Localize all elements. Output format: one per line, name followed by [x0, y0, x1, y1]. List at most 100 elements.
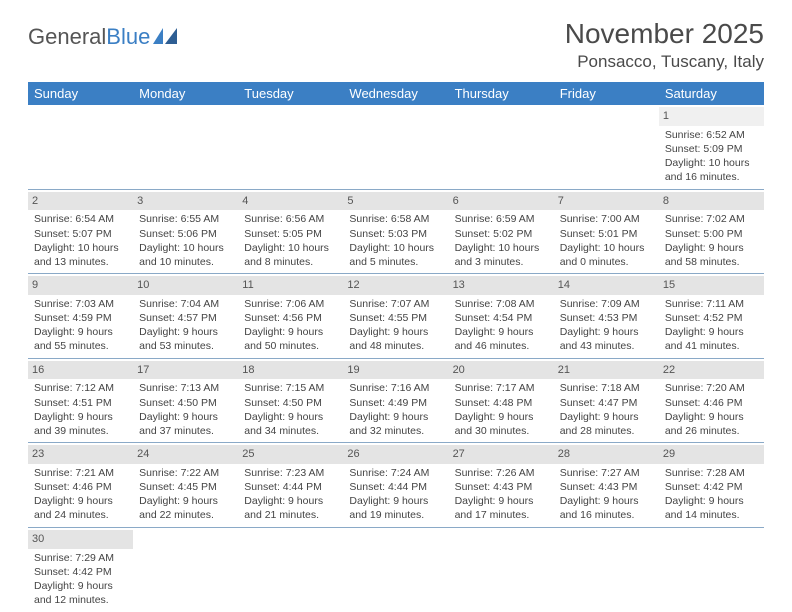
calendar-day: 24 Sunrise: 7:22 AMSunset: 4:45 PMDayligh…	[133, 443, 238, 528]
daylight-text: Daylight: 9 hours and 28 minutes.	[560, 410, 653, 438]
sunrise-text: Sunrise: 6:56 AM	[244, 212, 337, 226]
calendar-day: 29Sunrise: 7:28 AMSunset: 4:42 PMDayligh…	[659, 443, 764, 528]
sunset-text: Sunset: 4:55 PM	[349, 311, 442, 325]
daylight-text: Daylight: 9 hours and 48 minutes.	[349, 325, 442, 353]
daylight-text: Daylight: 9 hours and 12 minutes.	[34, 579, 127, 607]
sunrise-text: Sunrise: 6:54 AM	[34, 212, 127, 226]
sunset-text: Sunset: 4:43 PM	[455, 480, 548, 494]
sunset-text: Sunset: 4:48 PM	[455, 396, 548, 410]
calendar-day: 7Sunrise: 7:00 AMSunset: 5:01 PMDaylight…	[554, 189, 659, 274]
daylight-text: Daylight: 9 hours and 21 minutes.	[244, 494, 337, 522]
sunrise-text: Sunrise: 7:03 AM	[34, 297, 127, 311]
calendar-head: SundayMondayTuesdayWednesdayThursdayFrid…	[28, 82, 764, 105]
sunset-text: Sunset: 5:07 PM	[34, 227, 127, 241]
sunrise-text: Sunrise: 6:52 AM	[665, 128, 758, 142]
day-number: 11	[238, 276, 343, 295]
calendar-day: 1Sunrise: 6:52 AMSunset: 5:09 PMDaylight…	[659, 105, 764, 189]
weekday-header: Sunday	[28, 82, 133, 105]
sunset-text: Sunset: 5:05 PM	[244, 227, 337, 241]
sunset-text: Sunset: 4:44 PM	[244, 480, 337, 494]
calendar-day: 26Sunrise: 7:24 AMSunset: 4:44 PMDayligh…	[343, 443, 448, 528]
day-number: 18	[238, 361, 343, 380]
sunrise-text: Sunrise: 7:12 AM	[34, 381, 127, 395]
logo-text-general: General	[28, 24, 106, 50]
calendar-day: 9 Sunrise: 7:03 AMSunset: 4:59 PMDaylight…	[28, 274, 133, 359]
sunrise-text: Sunrise: 7:24 AM	[349, 466, 442, 480]
calendar-day: 18Sunrise: 7:15 AMSunset: 4:50 PMDayligh…	[238, 358, 343, 443]
calendar-day-empty	[343, 527, 448, 611]
weekday-header: Monday	[133, 82, 238, 105]
calendar-day: 4Sunrise: 6:56 AMSunset: 5:05 PMDaylight…	[238, 189, 343, 274]
sunset-text: Sunset: 4:45 PM	[139, 480, 232, 494]
day-number: 20	[449, 361, 554, 380]
calendar-day: 3Sunrise: 6:55 AMSunset: 5:06 PMDaylight…	[133, 189, 238, 274]
daylight-text: Daylight: 9 hours and 46 minutes.	[455, 325, 548, 353]
weekday-header: Friday	[554, 82, 659, 105]
calendar-day-empty	[554, 105, 659, 189]
calendar-day-empty	[449, 105, 554, 189]
day-number: 25	[238, 445, 343, 464]
day-number: 27	[449, 445, 554, 464]
calendar-day: 5Sunrise: 6:58 AMSunset: 5:03 PMDaylight…	[343, 189, 448, 274]
day-number: 8	[659, 192, 764, 211]
daylight-text: Daylight: 9 hours and 58 minutes.	[665, 241, 758, 269]
day-number: 9	[28, 276, 133, 295]
calendar-body: 1Sunrise: 6:52 AMSunset: 5:09 PMDaylight…	[28, 105, 764, 611]
sunset-text: Sunset: 4:50 PM	[244, 396, 337, 410]
sunrise-text: Sunrise: 7:26 AM	[455, 466, 548, 480]
calendar-day: 30Sunrise: 7:29 AMSunset: 4:42 PMDayligh…	[28, 527, 133, 611]
calendar-day: 27Sunrise: 7:26 AMSunset: 4:43 PMDayligh…	[449, 443, 554, 528]
calendar-day: 10Sunrise: 7:04 AMSunset: 4:57 PMDayligh…	[133, 274, 238, 359]
day-number: 24	[133, 445, 238, 464]
calendar-day: 12Sunrise: 7:07 AMSunset: 4:55 PMDayligh…	[343, 274, 448, 359]
calendar-day: 21Sunrise: 7:18 AMSunset: 4:47 PMDayligh…	[554, 358, 659, 443]
daylight-text: Daylight: 9 hours and 43 minutes.	[560, 325, 653, 353]
sunrise-text: Sunrise: 7:22 AM	[139, 466, 232, 480]
day-number: 22	[659, 361, 764, 380]
calendar-day: 14Sunrise: 7:09 AMSunset: 4:53 PMDayligh…	[554, 274, 659, 359]
calendar-day-empty	[449, 527, 554, 611]
day-number: 14	[554, 276, 659, 295]
day-number: 17	[133, 361, 238, 380]
calendar-day: 19Sunrise: 7:16 AMSunset: 4:49 PMDayligh…	[343, 358, 448, 443]
calendar-day: 16Sunrise: 7:12 AMSunset: 4:51 PMDayligh…	[28, 358, 133, 443]
day-number: 29	[659, 445, 764, 464]
sunrise-text: Sunrise: 7:00 AM	[560, 212, 653, 226]
daylight-text: Daylight: 9 hours and 14 minutes.	[665, 494, 758, 522]
sunrise-text: Sunrise: 7:21 AM	[34, 466, 127, 480]
sunrise-text: Sunrise: 7:17 AM	[455, 381, 548, 395]
weekday-header: Tuesday	[238, 82, 343, 105]
daylight-text: Daylight: 9 hours and 22 minutes.	[139, 494, 232, 522]
sunset-text: Sunset: 4:50 PM	[139, 396, 232, 410]
calendar-week: 16Sunrise: 7:12 AMSunset: 4:51 PMDayligh…	[28, 358, 764, 443]
calendar-day: 22Sunrise: 7:20 AMSunset: 4:46 PMDayligh…	[659, 358, 764, 443]
day-number: 23	[28, 445, 133, 464]
daylight-text: Daylight: 9 hours and 16 minutes.	[560, 494, 653, 522]
logo-sail-icon	[153, 28, 179, 46]
daylight-text: Daylight: 10 hours and 16 minutes.	[665, 156, 758, 184]
daylight-text: Daylight: 10 hours and 8 minutes.	[244, 241, 337, 269]
day-number: 7	[554, 192, 659, 211]
sunrise-text: Sunrise: 7:16 AM	[349, 381, 442, 395]
daylight-text: Daylight: 9 hours and 32 minutes.	[349, 410, 442, 438]
daylight-text: Daylight: 9 hours and 39 minutes.	[34, 410, 127, 438]
sunrise-text: Sunrise: 7:09 AM	[560, 297, 653, 311]
calendar-day-empty	[238, 527, 343, 611]
daylight-text: Daylight: 9 hours and 55 minutes.	[34, 325, 127, 353]
sunset-text: Sunset: 5:03 PM	[349, 227, 442, 241]
calendar-day: 20Sunrise: 7:17 AMSunset: 4:48 PMDayligh…	[449, 358, 554, 443]
calendar-day: 17Sunrise: 7:13 AMSunset: 4:50 PMDayligh…	[133, 358, 238, 443]
day-number: 12	[343, 276, 448, 295]
sunset-text: Sunset: 4:59 PM	[34, 311, 127, 325]
weekday-header: Saturday	[659, 82, 764, 105]
sunset-text: Sunset: 4:57 PM	[139, 311, 232, 325]
daylight-text: Daylight: 10 hours and 5 minutes.	[349, 241, 442, 269]
daylight-text: Daylight: 9 hours and 41 minutes.	[665, 325, 758, 353]
calendar-day: 2Sunrise: 6:54 AMSunset: 5:07 PMDaylight…	[28, 189, 133, 274]
daylight-text: Daylight: 9 hours and 53 minutes.	[139, 325, 232, 353]
day-number: 3	[133, 192, 238, 211]
day-number: 19	[343, 361, 448, 380]
day-number: 4	[238, 192, 343, 211]
sunrise-text: Sunrise: 7:15 AM	[244, 381, 337, 395]
day-number: 10	[133, 276, 238, 295]
